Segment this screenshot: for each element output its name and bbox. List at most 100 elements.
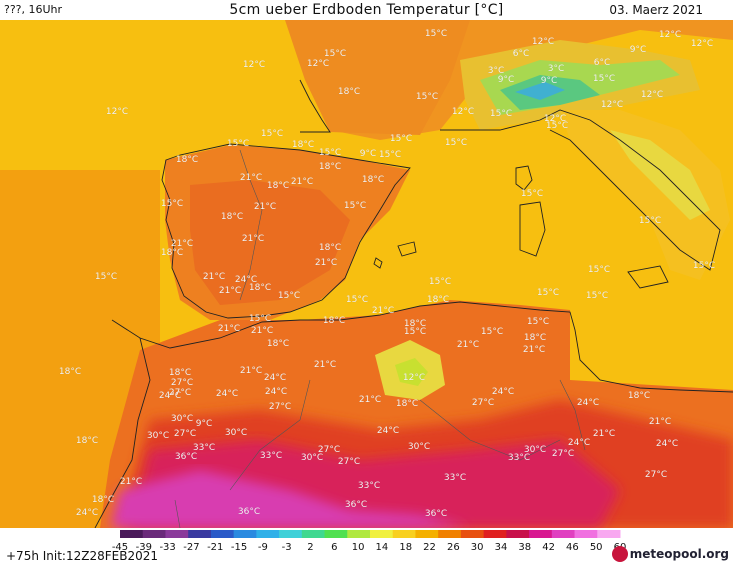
temperature-label: 12°C [544, 114, 566, 124]
temperature-label: 21°C [219, 286, 241, 296]
legend-swatch [415, 530, 439, 538]
temperature-label: 15°C [249, 314, 271, 324]
legend-tick: 26 [447, 542, 460, 553]
temperature-label: 30°C [171, 414, 193, 424]
legend-tick: 46 [566, 542, 579, 553]
logo-text: meteopool.org [629, 547, 729, 561]
temperature-label: 15°C [546, 121, 568, 131]
temperature-label: 15°C [324, 49, 346, 59]
temperature-label: 15°C [416, 92, 438, 102]
legend-tick: 38 [518, 542, 531, 553]
temperature-label: 15°C [481, 327, 503, 337]
temperature-label: 9°C [196, 419, 213, 429]
temperature-label: 15°C [261, 129, 283, 139]
temperature-label: 15°C [95, 272, 117, 282]
temperature-label: 18°C [319, 243, 341, 253]
legend-swatch [574, 530, 598, 538]
legend-swatch [483, 530, 507, 538]
legend-swatch [506, 530, 530, 538]
temperature-label: 24°C [656, 439, 678, 449]
temperature-label: 18°C [427, 295, 449, 305]
legend-tick: -15 [231, 542, 247, 553]
temperature-label: 6°C [513, 49, 530, 59]
temperature-label: 15°C [344, 201, 366, 211]
temperature-label: 12°C [532, 37, 554, 47]
legend-tick: -27 [183, 542, 199, 553]
temperature-label: 9°C [630, 45, 647, 55]
legend-swatch [324, 530, 348, 538]
temperature-map: 15°C12°C12°C15°C12°C6°C 9°C12°C 12°C3°C 3°C… [0, 20, 733, 528]
temperature-label: 18°C [396, 399, 418, 409]
legend-swatch [256, 530, 280, 538]
temperature-label: 27°C [269, 402, 291, 412]
legend-swatch [347, 530, 371, 538]
meteopool-logo[interactable]: meteopool.org [611, 544, 729, 564]
temperature-label: 18°C [338, 87, 360, 97]
temperature-label: 21°C [254, 202, 276, 212]
legend-tick: 18 [399, 542, 412, 553]
temperature-label: 18°C [267, 339, 289, 349]
temperature-label: 24°C [577, 398, 599, 408]
temperature-label: 21°C [593, 429, 615, 439]
temperature-label: 18°C [267, 181, 289, 191]
temperature-label: 15°C [227, 139, 249, 149]
temperature-label: 24°C [265, 387, 287, 397]
legend-swatch [165, 530, 189, 538]
temperature-label: 18°C [169, 368, 191, 378]
temperature-label: 12°C [659, 30, 681, 40]
temperature-label: 12°C [403, 373, 425, 383]
temperature-label: 36°C [345, 500, 367, 510]
temperature-label: 18°C [221, 212, 243, 222]
temperature-label: 15°C [390, 134, 412, 144]
temperature-label: 6°C [594, 58, 611, 68]
legend-swatch [597, 530, 621, 538]
init-time-label: +75h Init:12Z28FEB2021 [6, 549, 158, 563]
alps-core [515, 82, 565, 100]
legend-colorbar: -45 -39 -33 -27 -21 -15 -9 -3 2 6 10 14 18 22 26 30 34 38… [112, 530, 627, 553]
temperature-label: 12°C [243, 60, 265, 70]
temperature-label: 15°C [593, 74, 615, 84]
temperature-label: 36°C [425, 509, 447, 519]
temperature-label: 27°C [472, 398, 494, 408]
forecast-date: 03. Maerz 2021 [609, 3, 703, 17]
temperature-label: 18°C [92, 495, 114, 505]
temperature-label: 27°C [174, 429, 196, 439]
temperature-label: 15°C [521, 189, 543, 199]
temperature-label: 15°C [346, 295, 368, 305]
temperature-label: 24°C [235, 275, 257, 285]
temperature-label: 33°C [193, 443, 215, 453]
temperature-label: 12°C [691, 39, 713, 49]
temperature-label: 9°C [360, 149, 377, 159]
temperature-label: 27°C [645, 470, 667, 480]
temperature-label: 30°C [147, 431, 169, 441]
legend-swatch [551, 530, 576, 538]
temperature-label: 18°C [362, 175, 384, 185]
temperature-label: 24°C [568, 438, 590, 448]
temperature-label: 12°C [106, 107, 128, 117]
legend-tick: 30 [471, 542, 484, 553]
legend-tick-labels: -45 -39 -33 -27 -21 -15 -9 -3 2 6 10 14 18 22 26 30 34 38… [112, 542, 627, 553]
iberia-interior [190, 180, 350, 305]
temperature-label: 30°C [301, 453, 323, 463]
legend-tick: 2 [307, 542, 313, 553]
legend-tick: 42 [542, 542, 555, 553]
temperature-label: 15°C [319, 148, 341, 158]
temperature-label: 27°C [171, 378, 193, 388]
legend-swatch [301, 530, 326, 538]
legend-swatch [188, 530, 212, 538]
temperature-label: 21°C [171, 239, 193, 249]
temperature-label: 18°C [249, 283, 271, 293]
temperature-label: 18°C [524, 333, 546, 343]
legend-tick: -21 [207, 542, 223, 553]
legend-tick: 34 [495, 542, 508, 553]
legend-swatch [120, 530, 144, 538]
temperature-label: 33°C [260, 451, 282, 461]
temperature-label: 21°C [314, 360, 336, 370]
temperature-label: 15°C [527, 317, 549, 327]
legend-swatch [392, 530, 416, 538]
temperature-label: 15°C [537, 288, 559, 298]
temperature-label: 33°C [358, 481, 380, 491]
temperature-label: 15°C [588, 265, 610, 275]
temperature-label: 21°C [240, 173, 262, 183]
temperature-label: 15°C [490, 109, 512, 119]
